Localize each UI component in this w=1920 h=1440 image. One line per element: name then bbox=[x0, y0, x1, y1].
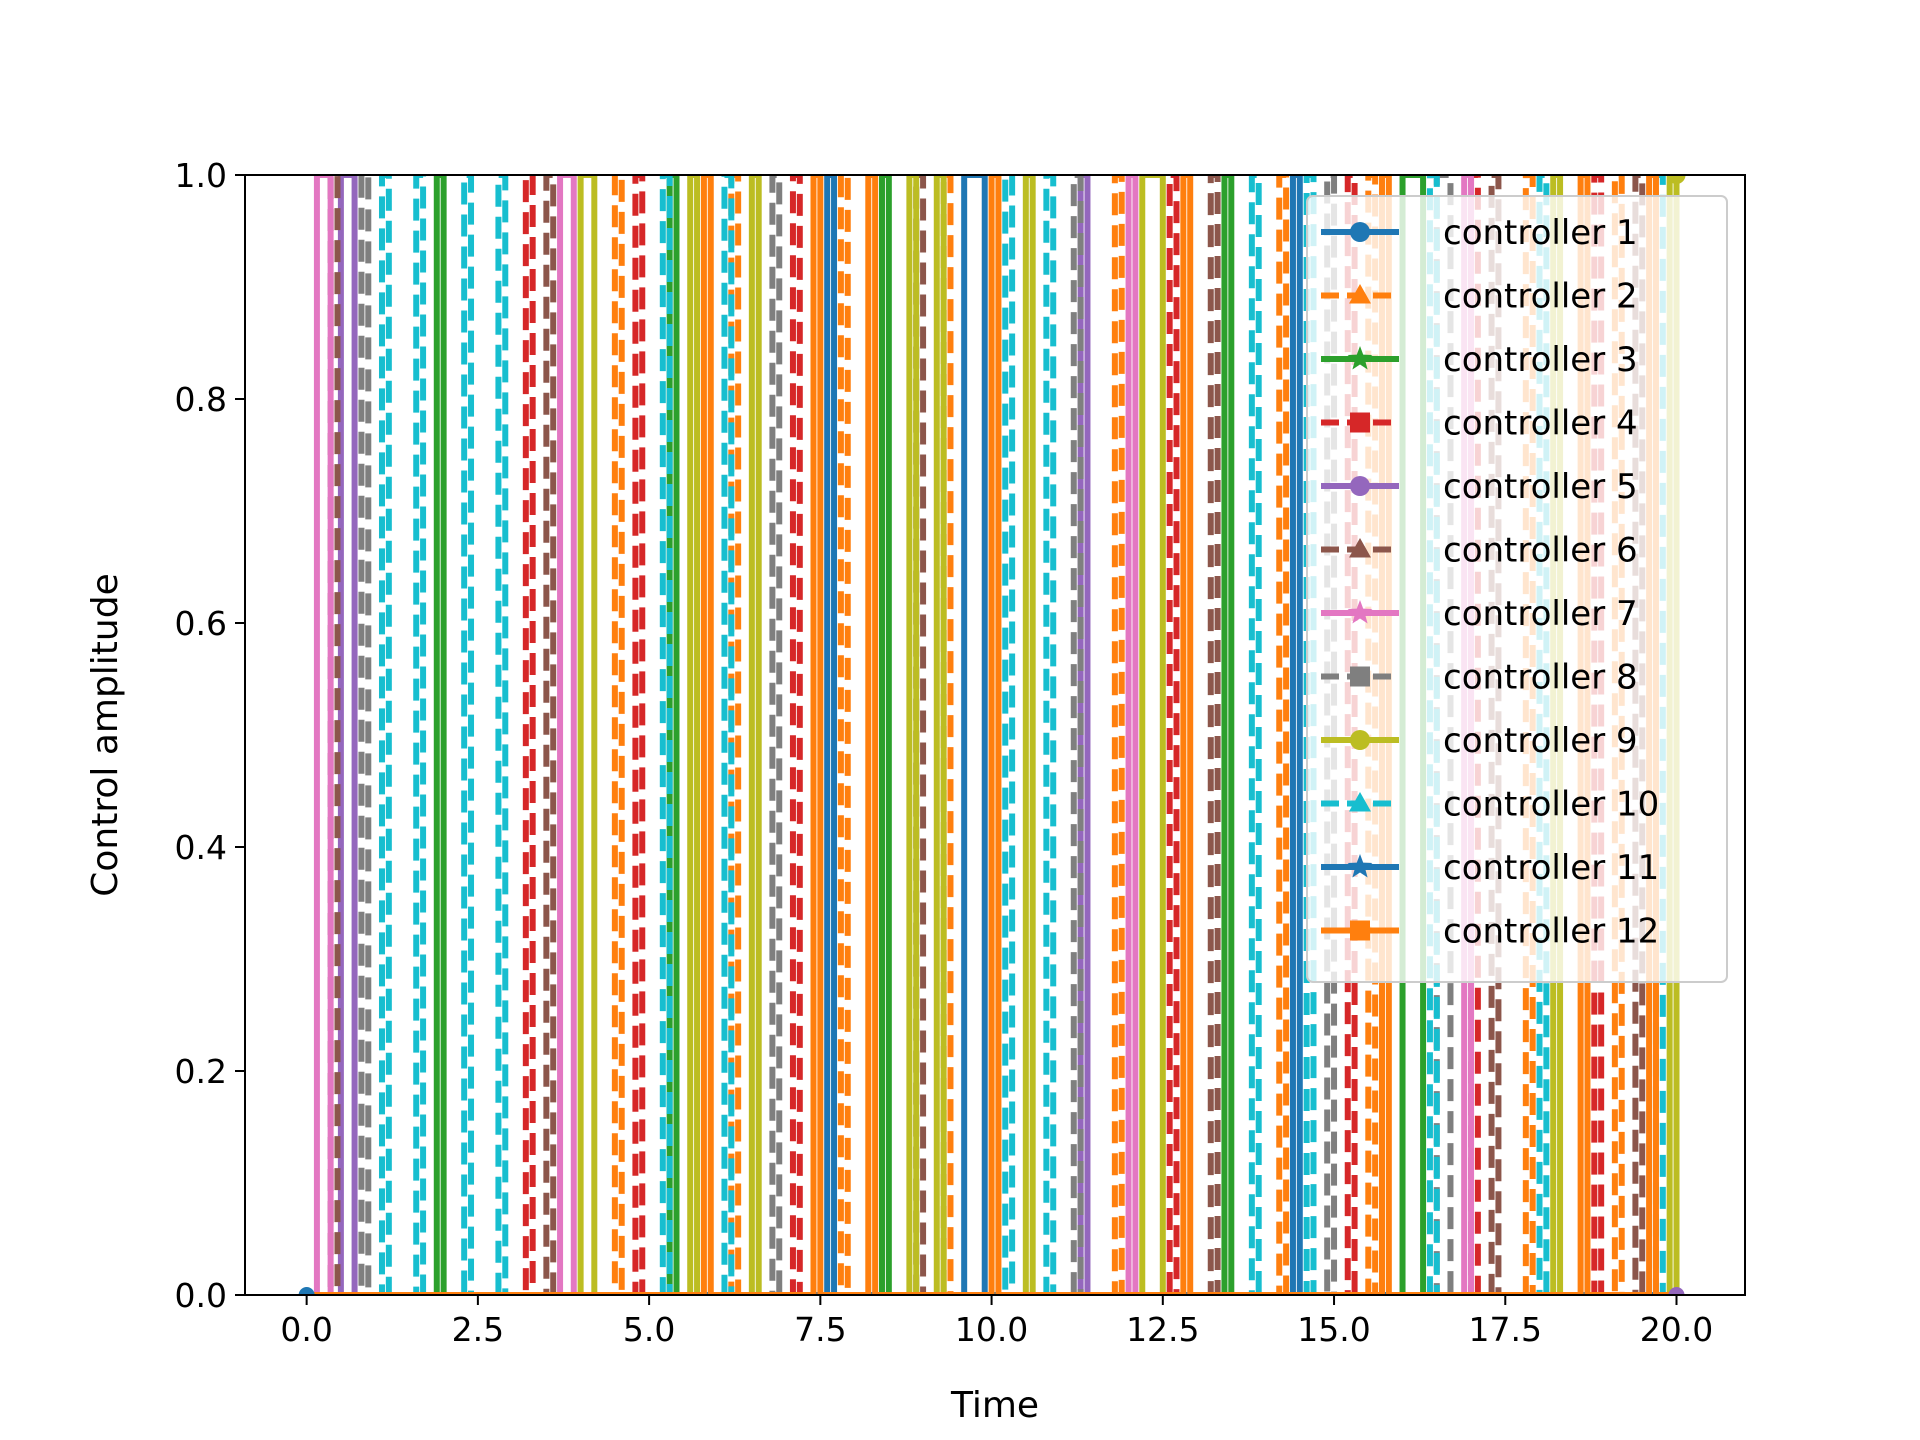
x-tick-label: 12.5 bbox=[1126, 1310, 1199, 1349]
y-tick-label: 0.8 bbox=[175, 380, 227, 419]
series-start-marker bbox=[298, 1287, 315, 1295]
legend-label: controller 7 bbox=[1443, 594, 1638, 634]
series-line-8 bbox=[306, 175, 1677, 1295]
legend-entry: controller 12 bbox=[1321, 912, 1659, 952]
legend-entry: controller 9 bbox=[1321, 721, 1638, 761]
legend-entry: controller 6 bbox=[1321, 531, 1638, 571]
x-tick-label: 17.5 bbox=[1469, 1310, 1542, 1349]
y-axis-label: Control amplitude bbox=[85, 573, 126, 897]
x-axis-label: Time bbox=[950, 1385, 1039, 1426]
y-tick-label: 0.2 bbox=[175, 1052, 227, 1091]
legend-box bbox=[1306, 195, 1728, 983]
plot-frame bbox=[244, 174, 1746, 1296]
x-tick-label: 7.5 bbox=[794, 1310, 846, 1349]
x-tick-label: 20.0 bbox=[1640, 1310, 1713, 1349]
legend-label: controller 12 bbox=[1443, 912, 1659, 952]
x-tick-label: 0.0 bbox=[280, 1310, 332, 1349]
legend-marker-triangle bbox=[1349, 284, 1371, 304]
x-tick-label: 10.0 bbox=[955, 1310, 1028, 1349]
legend-label: controller 5 bbox=[1443, 467, 1638, 507]
series-line-11 bbox=[306, 175, 1677, 1295]
series-5 bbox=[306, 175, 1677, 1295]
series-end-marker bbox=[1668, 1287, 1685, 1295]
legend-entry: controller 10 bbox=[1321, 785, 1659, 825]
x-tick-label: 15.0 bbox=[1297, 1310, 1370, 1349]
legend-label: controller 11 bbox=[1443, 848, 1659, 888]
legend-marker-star bbox=[1347, 346, 1373, 370]
y-tick-label: 0.4 bbox=[175, 828, 227, 867]
y-tick-label: 0.0 bbox=[175, 1276, 227, 1315]
series-8 bbox=[306, 175, 1677, 1295]
legend-marker-triangle bbox=[1349, 538, 1371, 558]
legend-label: controller 4 bbox=[1443, 404, 1638, 444]
series-end-markers bbox=[298, 175, 1686, 1295]
series-11 bbox=[306, 175, 1677, 1295]
legend: controller 1 controller 2 controller 3 cont… bbox=[1306, 195, 1728, 983]
legend-label: controller 6 bbox=[1443, 531, 1638, 571]
series-end-marker bbox=[1667, 175, 1686, 184]
legend-entry: controller 4 bbox=[1321, 404, 1638, 444]
legend-marker-circle bbox=[1350, 730, 1370, 750]
y-tick-label: 1.0 bbox=[175, 156, 227, 195]
legend-marker-circle bbox=[1350, 222, 1370, 242]
x-axis-ticks: 0.0 2.5 5.0 7.5 10.0 12.5 15.0 17.5 20.0 bbox=[280, 1295, 1713, 1349]
y-axis-ticks: 0.0 0.2 0.4 0.6 0.8 1.0 bbox=[175, 156, 245, 1315]
legend-marker-star bbox=[1347, 600, 1373, 624]
legend-label: controller 3 bbox=[1443, 340, 1638, 380]
legend-marker-square bbox=[1350, 412, 1370, 433]
x-tick-label: 2.5 bbox=[452, 1310, 504, 1349]
legend-entry: controller 1 bbox=[1321, 213, 1638, 253]
legend-marker-star bbox=[1347, 854, 1373, 878]
y-tick-label: 0.6 bbox=[175, 604, 227, 643]
series-line-5 bbox=[306, 175, 1677, 1295]
x-tick-label: 5.0 bbox=[623, 1310, 675, 1349]
legend-marker-triangle bbox=[1349, 792, 1371, 812]
legend-label: controller 1 bbox=[1443, 213, 1638, 253]
legend-entry: controller 2 bbox=[1321, 277, 1638, 317]
legend-entry: controller 5 bbox=[1321, 467, 1638, 507]
legend-marker-square bbox=[1350, 920, 1370, 941]
legend-entry: controller 7 bbox=[1321, 594, 1638, 634]
legend-entry: controller 3 bbox=[1321, 340, 1638, 380]
legend-entry: controller 8 bbox=[1321, 658, 1638, 698]
legend-label: controller 9 bbox=[1443, 721, 1638, 761]
legend-label: controller 8 bbox=[1443, 658, 1638, 698]
legend-label: controller 10 bbox=[1443, 785, 1659, 825]
legend-marker-square bbox=[1350, 666, 1370, 687]
legend-label: controller 2 bbox=[1443, 277, 1638, 317]
legend-entry: controller 11 bbox=[1321, 848, 1659, 888]
legend-marker-circle bbox=[1350, 476, 1370, 496]
